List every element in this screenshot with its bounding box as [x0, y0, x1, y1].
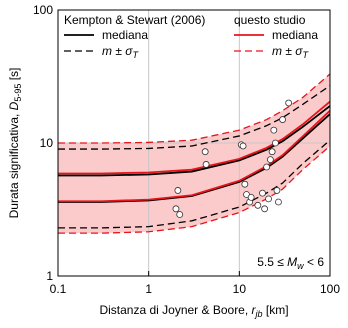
y-tick-label: 100	[33, 3, 53, 17]
series-line	[58, 110, 331, 203]
legend-label-sub: T	[133, 50, 140, 60]
data-point	[176, 211, 184, 218]
data-point	[273, 187, 281, 194]
annotation-sub: w	[297, 261, 304, 271]
legend-label: mediana	[102, 28, 148, 42]
annotation: 5.5 ≤ Mw < 6	[257, 255, 324, 271]
data-point	[259, 189, 266, 197]
data-point	[239, 142, 247, 150]
data-point	[279, 116, 286, 123]
x-tick-label: 0.1	[50, 282, 67, 296]
x-label-unit: [km]	[263, 303, 289, 317]
annotation-text: 5.5 ≤	[257, 255, 287, 269]
legend-label-sub: T	[303, 50, 310, 60]
x-tick-label: 10	[233, 282, 247, 296]
data-point	[261, 205, 269, 213]
data-point	[241, 180, 249, 188]
series-line	[58, 73, 331, 144]
y-tick-label: 10	[40, 136, 54, 150]
x-label-var: r	[252, 303, 257, 317]
legend-label: mediana	[272, 28, 318, 42]
y-label-unit: [s]	[7, 68, 21, 84]
data-point	[247, 193, 255, 201]
data-point	[272, 139, 279, 147]
data-point	[268, 148, 276, 156]
series-line	[58, 105, 331, 177]
series-line	[58, 85, 331, 150]
legend-label: m ± σT	[102, 44, 140, 60]
series-line	[58, 100, 331, 175]
y-label-var: D	[7, 101, 21, 110]
legend-label-text: m ± σ	[102, 44, 133, 58]
y-label-sub: 5-95	[13, 84, 23, 102]
data-point	[263, 163, 271, 171]
legend-title: Kempton & Stewart (2006)	[64, 13, 205, 27]
data-point	[270, 126, 278, 134]
legend-label: m ± σT	[272, 44, 310, 60]
series-line	[58, 145, 331, 234]
legend-label-text: mediana	[272, 28, 318, 42]
legend-title: questo studio	[234, 13, 306, 27]
y-axis-label: Durata significativa, D5-95 [s]	[7, 68, 23, 219]
data-point	[201, 148, 209, 156]
x-tick-label: 100	[320, 282, 340, 296]
plot-frame	[57, 9, 331, 277]
x-axis-label: Distanza di Joyner & Boore, rjb [km]	[99, 303, 288, 319]
annotation-rest: < 6	[304, 255, 325, 269]
data-point	[254, 201, 262, 209]
data-point	[172, 205, 180, 213]
shaded-band	[58, 74, 330, 234]
annotation-var: M	[287, 255, 297, 269]
data-point	[202, 161, 210, 168]
y-label-text: Durata significativa,	[7, 110, 21, 218]
x-label-text: Distanza di Joyner & Boore,	[99, 303, 251, 317]
data-point	[275, 198, 282, 206]
data-point	[174, 187, 182, 194]
x-tick-label: 1	[145, 282, 152, 296]
legend-label-text: m ± σ	[272, 44, 303, 58]
series-line	[58, 139, 331, 229]
data-point	[265, 195, 272, 203]
data-point	[285, 99, 293, 107]
x-label-sub: jb	[255, 309, 263, 319]
data-point	[266, 156, 274, 164]
y-tick-label: 1	[46, 269, 53, 283]
legend-label-text: mediana	[102, 28, 148, 42]
